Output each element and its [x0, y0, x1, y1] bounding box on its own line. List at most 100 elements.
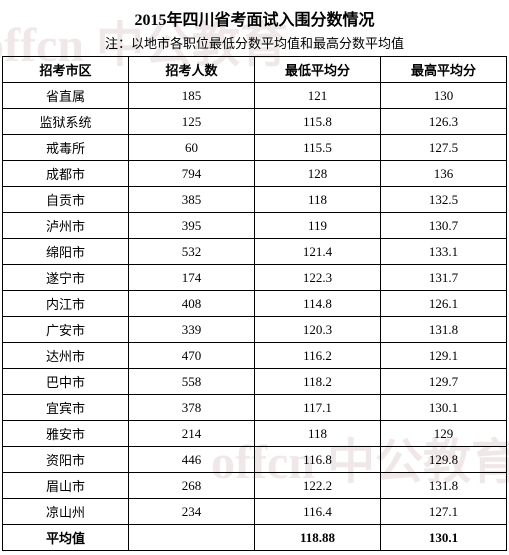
table-cell: 114.8 — [255, 291, 381, 317]
table-cell: 136 — [381, 161, 507, 187]
table-cell: 泸州市 — [3, 213, 129, 239]
table-cell: 132.5 — [381, 187, 507, 213]
table-row: 遂宁市174122.3131.7 — [3, 265, 507, 291]
table-cell: 532 — [129, 239, 255, 265]
table-cell: 130 — [381, 83, 507, 109]
table-cell: 339 — [129, 317, 255, 343]
table-cell: 雅安市 — [3, 421, 129, 447]
table-cell: 214 — [129, 421, 255, 447]
table-cell: 绵阳市 — [3, 239, 129, 265]
table-row: 凉山州234116.4127.1 — [3, 499, 507, 525]
table-cell: 119 — [255, 213, 381, 239]
table-cell: 凉山州 — [3, 499, 129, 525]
table-cell: 794 — [129, 161, 255, 187]
table-row: 眉山市268122.2131.8 — [3, 473, 507, 499]
table-cell: 戒毒所 — [3, 135, 129, 161]
table-cell: 达州市 — [3, 343, 129, 369]
table-cell: 129.8 — [381, 447, 507, 473]
table-row: 内江市408114.8126.1 — [3, 291, 507, 317]
table-cell: 118 — [255, 187, 381, 213]
table-cell: 131.8 — [381, 317, 507, 343]
table-cell: 174 — [129, 265, 255, 291]
table-avg-cell: 平均值 — [3, 525, 129, 551]
table-cell: 116.4 — [255, 499, 381, 525]
table-cell: 470 — [129, 343, 255, 369]
table-cell: 558 — [129, 369, 255, 395]
col-header-count: 招考人数 — [129, 57, 255, 83]
table-row: 成都市794128136 — [3, 161, 507, 187]
table-cell: 监狱系统 — [3, 109, 129, 135]
table-cell: 自贡市 — [3, 187, 129, 213]
table-cell: 125 — [129, 109, 255, 135]
table-cell: 131.7 — [381, 265, 507, 291]
table-cell: 内江市 — [3, 291, 129, 317]
table-cell: 遂宁市 — [3, 265, 129, 291]
table-cell: 116.8 — [255, 447, 381, 473]
table-row: 广安市339120.3131.8 — [3, 317, 507, 343]
table-cell: 133.1 — [381, 239, 507, 265]
table-row: 戒毒所60115.5127.5 — [3, 135, 507, 161]
table-cell: 130.1 — [381, 395, 507, 421]
table-row: 绵阳市532121.4133.1 — [3, 239, 507, 265]
table-cell: 129.7 — [381, 369, 507, 395]
table-cell: 117.1 — [255, 395, 381, 421]
table-cell: 127.1 — [381, 499, 507, 525]
table-avg-cell: 130.1 — [381, 525, 507, 551]
table-cell: 115.5 — [255, 135, 381, 161]
table-cell: 资阳市 — [3, 447, 129, 473]
table-cell: 395 — [129, 213, 255, 239]
table-header-row: 招考市区 招考人数 最低平均分 最高平均分 — [3, 57, 507, 83]
page-title: 2015年四川省考面试入围分数情况 — [2, 4, 507, 32]
table-cell: 121 — [255, 83, 381, 109]
table-avg-row: 平均值 118.88130.1 — [3, 525, 507, 551]
table-cell: 巴中市 — [3, 369, 129, 395]
score-table: 招考市区 招考人数 最低平均分 最高平均分 省直属185121130监狱系统12… — [2, 56, 507, 551]
table-container: 2015年四川省考面试入围分数情况 注：以地市各职位最低分数平均值和最高分数平均… — [0, 0, 509, 555]
table-cell: 122.2 — [255, 473, 381, 499]
table-cell: 宜宾市 — [3, 395, 129, 421]
table-cell: 129 — [381, 421, 507, 447]
table-cell: 126.1 — [381, 291, 507, 317]
table-cell: 234 — [129, 499, 255, 525]
table-row: 达州市470116.2129.1 — [3, 343, 507, 369]
table-cell: 120.3 — [255, 317, 381, 343]
table-cell: 成都市 — [3, 161, 129, 187]
table-cell: 446 — [129, 447, 255, 473]
table-cell: 省直属 — [3, 83, 129, 109]
table-cell: 115.8 — [255, 109, 381, 135]
table-cell: 眉山市 — [3, 473, 129, 499]
table-cell: 131.8 — [381, 473, 507, 499]
page-subtitle: 注：以地市各职位最低分数平均值和最高分数平均值 — [2, 32, 507, 56]
table-cell: 126.3 — [381, 109, 507, 135]
table-cell: 268 — [129, 473, 255, 499]
table-avg-cell: 118.88 — [255, 525, 381, 551]
table-row: 雅安市214118129 — [3, 421, 507, 447]
table-row: 巴中市558118.2129.7 — [3, 369, 507, 395]
table-cell: 185 — [129, 83, 255, 109]
table-row: 宜宾市378117.1130.1 — [3, 395, 507, 421]
table-row: 资阳市446116.8129.8 — [3, 447, 507, 473]
table-cell: 118 — [255, 421, 381, 447]
table-cell: 385 — [129, 187, 255, 213]
table-cell: 378 — [129, 395, 255, 421]
table-cell: 128 — [255, 161, 381, 187]
table-cell: 121.4 — [255, 239, 381, 265]
table-row: 自贡市385118132.5 — [3, 187, 507, 213]
table-cell: 408 — [129, 291, 255, 317]
col-header-maxavg: 最高平均分 — [381, 57, 507, 83]
table-cell: 122.3 — [255, 265, 381, 291]
table-row: 泸州市395119130.7 — [3, 213, 507, 239]
table-cell: 129.1 — [381, 343, 507, 369]
col-header-region: 招考市区 — [3, 57, 129, 83]
table-cell: 60 — [129, 135, 255, 161]
table-cell: 130.7 — [381, 213, 507, 239]
col-header-minavg: 最低平均分 — [255, 57, 381, 83]
table-cell: 116.2 — [255, 343, 381, 369]
table-row: 监狱系统125115.8126.3 — [3, 109, 507, 135]
table-cell: 118.2 — [255, 369, 381, 395]
table-body: 省直属185121130监狱系统125115.8126.3戒毒所60115.51… — [3, 83, 507, 551]
table-avg-cell — [129, 525, 255, 551]
table-row: 省直属185121130 — [3, 83, 507, 109]
table-cell: 广安市 — [3, 317, 129, 343]
table-cell: 127.5 — [381, 135, 507, 161]
